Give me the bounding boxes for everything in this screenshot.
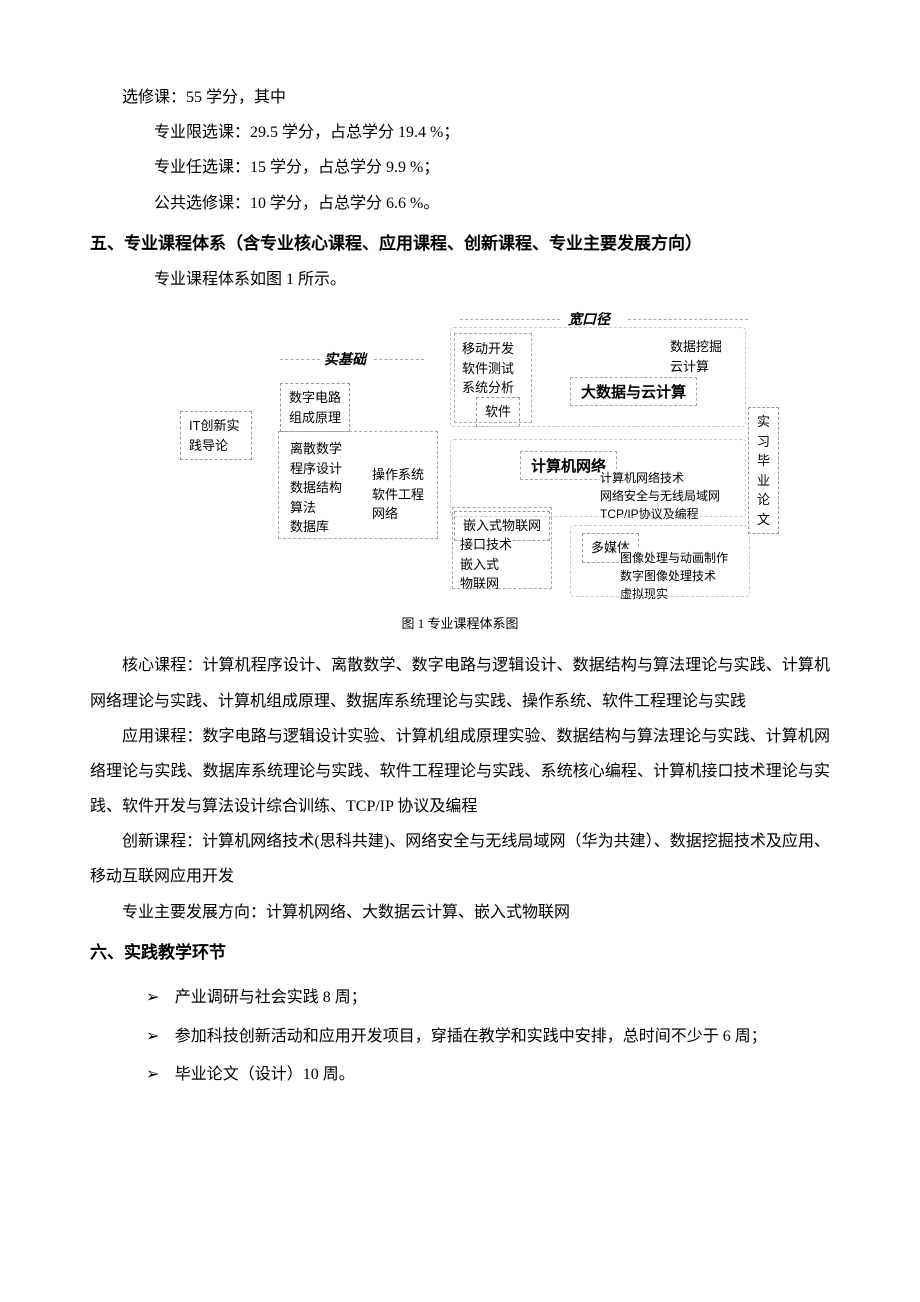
core-courses: 核心课程：计算机程序设计、离散数学、数字电路与逻辑设计、数据结构与算法理论与实践…	[90, 648, 830, 718]
diagram-dm-box: 数据挖掘 云计算	[670, 337, 722, 376]
diagram-bigdata-box: 大数据与云计算	[570, 377, 697, 406]
practice-item-3: 毕业论文（设计）10 周。	[146, 1056, 830, 1094]
major-optional: 专业任选课：15 学分，占总学分 9.9 %；	[90, 150, 830, 185]
section5-intro: 专业课程体系如图 1 所示。	[90, 262, 830, 297]
diagram-mm-items: 图像处理与动画制作 数字图像处理技术 虚拟现实	[620, 549, 728, 603]
diagram-hw-box: 数字电路 组成原理	[280, 383, 350, 432]
inno-courses: 创新课程：计算机网络技术(思科共建)、网络安全与无线局域网（华为共建）、数据挖掘…	[90, 824, 830, 894]
elective-total: 选修课：55 学分，其中	[90, 80, 830, 115]
diagram-right-l2: 毕业论文	[757, 453, 770, 527]
diagram-left-box: IT创新实践导论	[180, 411, 252, 460]
section6-heading: 六、实践教学环节	[90, 934, 830, 971]
diagram-top-label: 宽口径	[568, 309, 610, 329]
diagram-right-l1: 实习	[757, 414, 770, 449]
practice-item-2: 参加科技创新活动和应用开发项目，穿插在教学和实践中安排，总时间不少于 6 周；	[146, 1018, 830, 1056]
major-limited: 专业限选课：29.5 学分，占总学分 19.4 %；	[90, 115, 830, 150]
direction: 专业主要发展方向：计算机网络、大数据云计算、嵌入式物联网	[90, 895, 830, 930]
diagram-net-items: 计算机网络技术 网络安全与无线局域网 TCP/IP协议及编程	[600, 469, 720, 523]
curriculum-diagram: 宽口径 IT创新实践导论 实基础 数字电路 组成原理 离散数学 程序设计 数据结…	[150, 311, 770, 601]
diagram-right-box: 实习 毕业论文	[748, 407, 779, 534]
section5-heading: 五、专业课程体系（含专业核心课程、应用课程、创新课程、专业主要发展方向）	[90, 225, 830, 262]
app-courses: 应用课程：数字电路与逻辑设计实验、计算机组成原理实验、数据结构与算法理论与实践、…	[90, 719, 830, 825]
practice-item-1: 产业调研与社会实践 8 周；	[146, 979, 830, 1017]
public-elective: 公共选修课：10 学分，占总学分 6.6 %。	[90, 186, 830, 221]
practice-list: 产业调研与社会实践 8 周； 参加科技创新活动和应用开发项目，穿插在教学和实践中…	[146, 979, 830, 1094]
diagram-foundation-label: 实基础	[324, 349, 366, 369]
figure1-caption: 图 1 专业课程体系图	[90, 613, 830, 632]
